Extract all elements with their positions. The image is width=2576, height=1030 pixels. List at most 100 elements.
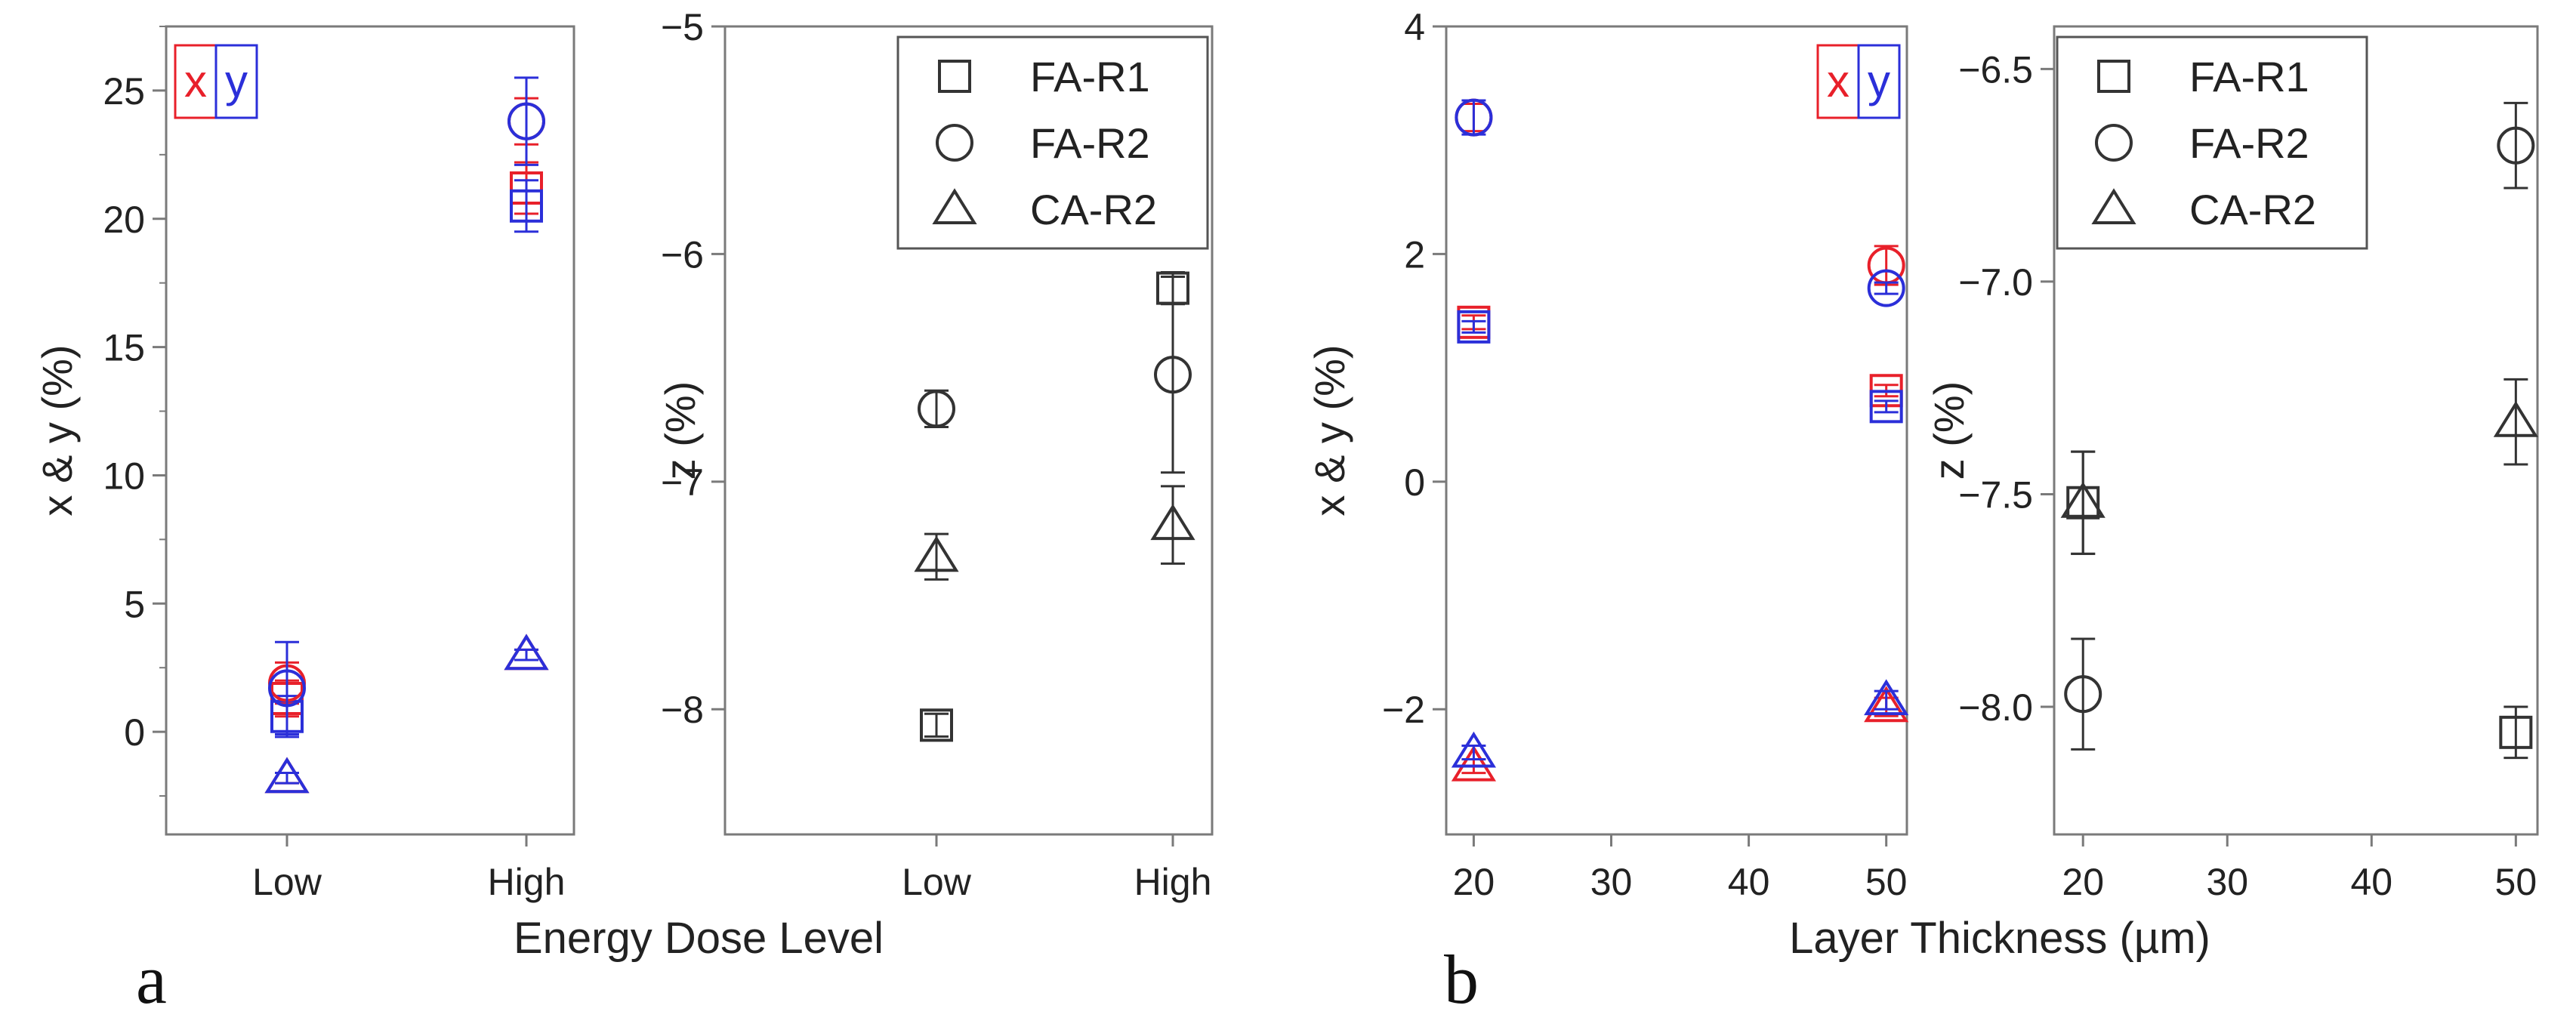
- chart-b-z: −8.0 −7.5 −7.0 −6.5 z (%) 20 30 40 50 FA-R1 FA-R2 C…: [1925, 25, 2539, 903]
- legend-z: FA-R1 FA-R2 CA-R2: [2056, 35, 2368, 250]
- y-axis-label: z (%): [656, 381, 704, 480]
- series-x-circle: [268, 97, 545, 705]
- y-tick-label: −8: [661, 689, 704, 731]
- data-point: [918, 390, 955, 428]
- y-tick-label: −6: [661, 233, 704, 276]
- series-FA-R1-square: [2066, 450, 2533, 760]
- legend-frame: [896, 35, 1209, 250]
- y-tick-label: 0: [1404, 461, 1425, 504]
- y-axis: −8 −7 −6 −5: [661, 6, 725, 731]
- legend-marker-square: [2097, 60, 2130, 93]
- y-tick-label: −7: [661, 461, 704, 504]
- series-x-square: [270, 161, 543, 718]
- data-point: [268, 669, 306, 708]
- series-FA-R1-square: [920, 271, 1189, 742]
- legend-marker-triangle: [932, 188, 977, 224]
- data-point: [1864, 686, 1909, 723]
- legend-marker-square: [938, 60, 971, 93]
- legend-label: FA-R2: [1030, 119, 1150, 167]
- data-point: [507, 102, 545, 140]
- y-axis-label: x & y (%): [1306, 344, 1353, 516]
- data-point: [504, 634, 549, 671]
- y-tick-label: 5: [124, 583, 145, 625]
- data-point: [510, 189, 543, 223]
- x-tick-label: Low: [902, 861, 972, 903]
- series-x-triangle: [1451, 686, 1909, 782]
- xlabel-layer-thickness: Layer Thickness (µm): [1789, 914, 2210, 963]
- series-y-square: [1457, 310, 1903, 424]
- series-group: [1451, 98, 1909, 782]
- data-point: [1455, 98, 1493, 137]
- x-axis: Low High: [252, 834, 565, 903]
- data-point: [1867, 269, 1905, 307]
- x-tick-label: 20: [2062, 861, 2104, 903]
- data-point: [1864, 679, 1909, 716]
- y-tick-label: −7.0: [1958, 261, 2033, 304]
- legend-label: CA-R2: [1030, 186, 1157, 233]
- y-tick-label: 25: [103, 70, 145, 113]
- x-tick-label: High: [1134, 861, 1212, 903]
- series-y-triangle: [264, 634, 549, 794]
- y-tick-label: −5: [661, 6, 704, 48]
- data-point: [920, 708, 953, 742]
- data-point: [914, 535, 959, 572]
- legend-label: FA-R1: [2189, 53, 2309, 100]
- y-tick-label: −6.5: [1958, 48, 2033, 91]
- plot-frame: [165, 25, 575, 836]
- chart-a-xy: 0 5 10 15 20 25 x & y (%) Low High x y: [33, 25, 575, 903]
- series-CA-R2-triangle: [2060, 378, 2538, 555]
- legend-label: FA-R2: [2189, 119, 2309, 167]
- y-axis-label: x & y (%): [33, 344, 81, 516]
- legend-label: CA-R2: [2189, 186, 2316, 233]
- x-tick-label: Low: [252, 861, 322, 903]
- series-group: [264, 76, 549, 794]
- y-tick-label: 2: [1404, 233, 1425, 276]
- data-point: [264, 757, 310, 794]
- legend-y-label: y: [225, 56, 248, 106]
- chart-b-xy: −2 0 2 4 x & y (%) 20 30 40 50 x y: [1306, 6, 1909, 903]
- xlabel-energy-dose: Energy Dose Level: [514, 914, 884, 963]
- x-tick-label: 30: [2206, 861, 2248, 903]
- x-tick-label: 40: [2350, 861, 2392, 903]
- series-group: [914, 271, 1195, 742]
- panel-letter-a: a: [136, 941, 167, 1018]
- y-tick-label: −2: [1382, 689, 1425, 731]
- x-tick-label: High: [488, 861, 566, 903]
- data-point: [2493, 400, 2538, 437]
- y-tick-label: 0: [124, 711, 145, 754]
- y-axis: 0 5 10 15 20 25: [103, 26, 166, 797]
- x-axis: 20 30 40 50: [2062, 834, 2537, 903]
- series-CA-R2-triangle: [914, 485, 1195, 581]
- x-tick-label: 30: [1590, 861, 1633, 903]
- data-point: [1451, 745, 1497, 782]
- y-tick-label: −7.5: [1958, 473, 2033, 516]
- legend-marker-triangle: [2091, 188, 2136, 224]
- legend-x-label: x: [184, 56, 207, 106]
- data-point: [1154, 356, 1192, 394]
- series-FA-R2-circle: [918, 276, 1192, 474]
- y-tick-label: 4: [1404, 6, 1425, 48]
- data-point: [1150, 504, 1195, 541]
- plot-frame: [2053, 25, 2539, 836]
- x-tick-label: 40: [1728, 861, 1770, 903]
- legend-marker-circle: [2095, 124, 2133, 162]
- x-tick-label: 50: [2495, 861, 2537, 903]
- data-point: [2497, 126, 2535, 165]
- y-tick-label: 20: [103, 199, 145, 241]
- legend-z: FA-R1 FA-R2 CA-R2: [896, 35, 1209, 250]
- y-axis: −2 0 2 4: [1382, 6, 1446, 731]
- legend-frame: [2056, 35, 2368, 250]
- panel-letter-b: b: [1444, 941, 1479, 1018]
- series-group: [2060, 101, 2538, 760]
- legend-y-box: [1857, 44, 1901, 119]
- data-point: [1451, 731, 1497, 768]
- data-point: [2499, 715, 2533, 749]
- chart-a-z: −8 −7 −6 −5 z (%) Low High FA-R1 FA-R2 CA-R2: [656, 6, 1214, 903]
- data-point: [2064, 675, 2102, 714]
- series-y-circle: [1455, 98, 1905, 307]
- x-axis: Low High: [902, 834, 1211, 903]
- series-x-circle: [1455, 98, 1905, 286]
- panel-letters: a b: [136, 941, 1479, 1018]
- legend-y-box: [214, 44, 258, 119]
- legend-label: FA-R1: [1030, 53, 1150, 100]
